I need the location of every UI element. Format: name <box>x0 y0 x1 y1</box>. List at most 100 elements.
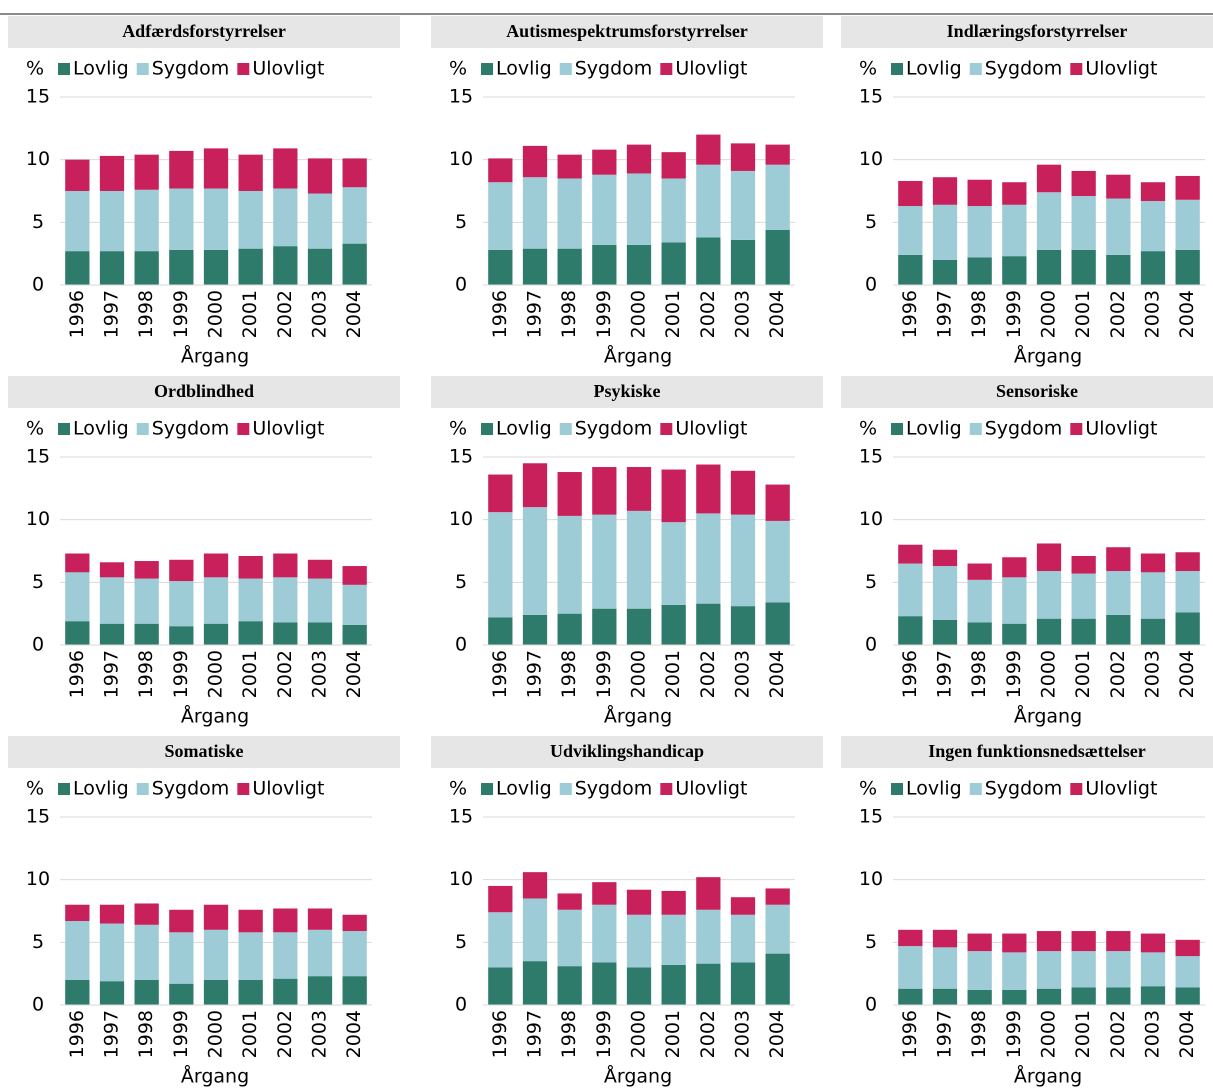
bar-segment <box>932 619 958 645</box>
x-tick-label: 1997 <box>524 1010 546 1058</box>
legend-label: Sygdom <box>152 418 230 440</box>
bar-segment <box>626 244 652 285</box>
panel-header <box>431 736 823 768</box>
bar-segment <box>342 243 367 285</box>
bar-segment <box>1106 174 1131 199</box>
x-tick-label: 1996 <box>66 290 88 338</box>
bar-segment <box>730 170 756 240</box>
bar-segment <box>522 145 548 178</box>
x-tick-label: 1999 <box>593 1010 615 1058</box>
y-tick-label: 0 <box>455 634 467 656</box>
bar-segment <box>1036 571 1062 619</box>
panel-header <box>8 16 400 48</box>
legend-label: Lovlig <box>496 778 552 800</box>
bar-segment <box>238 979 263 1005</box>
bar-segment <box>307 908 333 930</box>
bar-segment <box>99 981 125 1005</box>
bar-segment <box>967 622 992 645</box>
bar-segment <box>522 872 548 899</box>
bar-segment <box>65 251 90 285</box>
bar-segment <box>626 510 652 609</box>
bar-segment <box>765 888 790 905</box>
x-tick-label: 1999 <box>170 1010 192 1058</box>
bar-segment <box>488 158 513 183</box>
bar-segment <box>730 914 756 963</box>
bar-segment <box>1036 951 1062 989</box>
bar-segment <box>1140 618 1166 645</box>
x-tick-label: 1996 <box>489 650 511 698</box>
x-tick-label: 2003 <box>732 290 754 338</box>
legend-label: Lovlig <box>73 418 129 440</box>
bar-segment <box>238 909 263 933</box>
bar-segment <box>765 520 790 603</box>
bar-segment <box>932 947 958 989</box>
bar-segment <box>898 988 923 1005</box>
bar-segment <box>99 623 125 645</box>
bar-segment <box>203 623 229 645</box>
bar-segment <box>203 979 229 1005</box>
bar-segment <box>342 931 367 977</box>
bar-segment <box>522 898 548 962</box>
x-tick-label: 2002 <box>274 650 296 698</box>
legend-label: Lovlig <box>906 418 962 440</box>
y-tick-label: 5 <box>865 211 877 233</box>
x-tick-label: 1999 <box>593 650 615 698</box>
bar-segment <box>932 177 958 205</box>
legend-swatch <box>559 63 572 75</box>
x-tick-label: 2001 <box>1072 290 1094 338</box>
bar-segment <box>1071 951 1096 988</box>
legend-swatch <box>1070 423 1083 435</box>
bar-segment <box>488 512 513 618</box>
bar-segment <box>730 897 756 915</box>
x-tick-label: 2000 <box>628 650 650 698</box>
x-tick-label: 2003 <box>1142 1010 1164 1058</box>
y-tick-label: 15 <box>26 446 50 468</box>
legend-swatch <box>969 63 982 75</box>
bar-segment <box>898 254 923 285</box>
bar-segment <box>169 626 194 645</box>
bar-segment <box>661 242 686 285</box>
legend-label: Ulovligt <box>675 778 747 800</box>
y-tick-label: 5 <box>455 931 467 953</box>
bar-segment <box>134 979 159 1005</box>
x-tick-label: 1998 <box>558 1010 580 1058</box>
legend-swatch <box>481 783 493 795</box>
bar-segment <box>932 929 958 948</box>
panel-title: Autismespektrumsforstyrrelser <box>506 21 748 41</box>
bar-segment <box>65 921 90 980</box>
x-tick-label: 2003 <box>732 1010 754 1058</box>
bar-segment <box>696 603 721 645</box>
x-axis-label: Årgang <box>181 1065 249 1088</box>
bar-segment <box>1140 952 1166 987</box>
bar-segment <box>557 178 582 249</box>
legend-swatch <box>660 783 673 795</box>
y-tick-label: 0 <box>865 274 877 296</box>
bar-segment <box>730 239 756 285</box>
bar-segment <box>1036 192 1062 250</box>
bar-segment <box>1036 249 1062 285</box>
bar-segment <box>898 206 923 255</box>
x-tick-label: 1997 <box>524 290 546 338</box>
x-tick-label: 2000 <box>1038 1010 1060 1058</box>
x-tick-label: 2004 <box>1176 1010 1198 1058</box>
bar-segment <box>1175 939 1200 957</box>
panel-title: Ordblindhed <box>154 381 254 401</box>
bar-segment <box>488 912 513 968</box>
bar-segment <box>1175 956 1200 988</box>
bar-segment <box>203 904 229 930</box>
x-tick-label: 2001 <box>239 290 261 338</box>
bar-segment <box>661 152 686 179</box>
bar-segment <box>1002 952 1027 990</box>
x-tick-label: 2002 <box>274 1010 296 1058</box>
x-tick-label: 2003 <box>1142 290 1164 338</box>
x-tick-label: 2003 <box>309 650 331 698</box>
bar-segment <box>342 187 367 244</box>
legend-swatch <box>1070 783 1083 795</box>
x-tick-label: 2003 <box>309 1010 331 1058</box>
bar-segment <box>730 143 756 171</box>
bar-segment <box>765 953 790 1005</box>
bar-segment <box>1140 201 1166 252</box>
legend-label: Lovlig <box>496 58 552 80</box>
bar-segment <box>626 889 652 915</box>
